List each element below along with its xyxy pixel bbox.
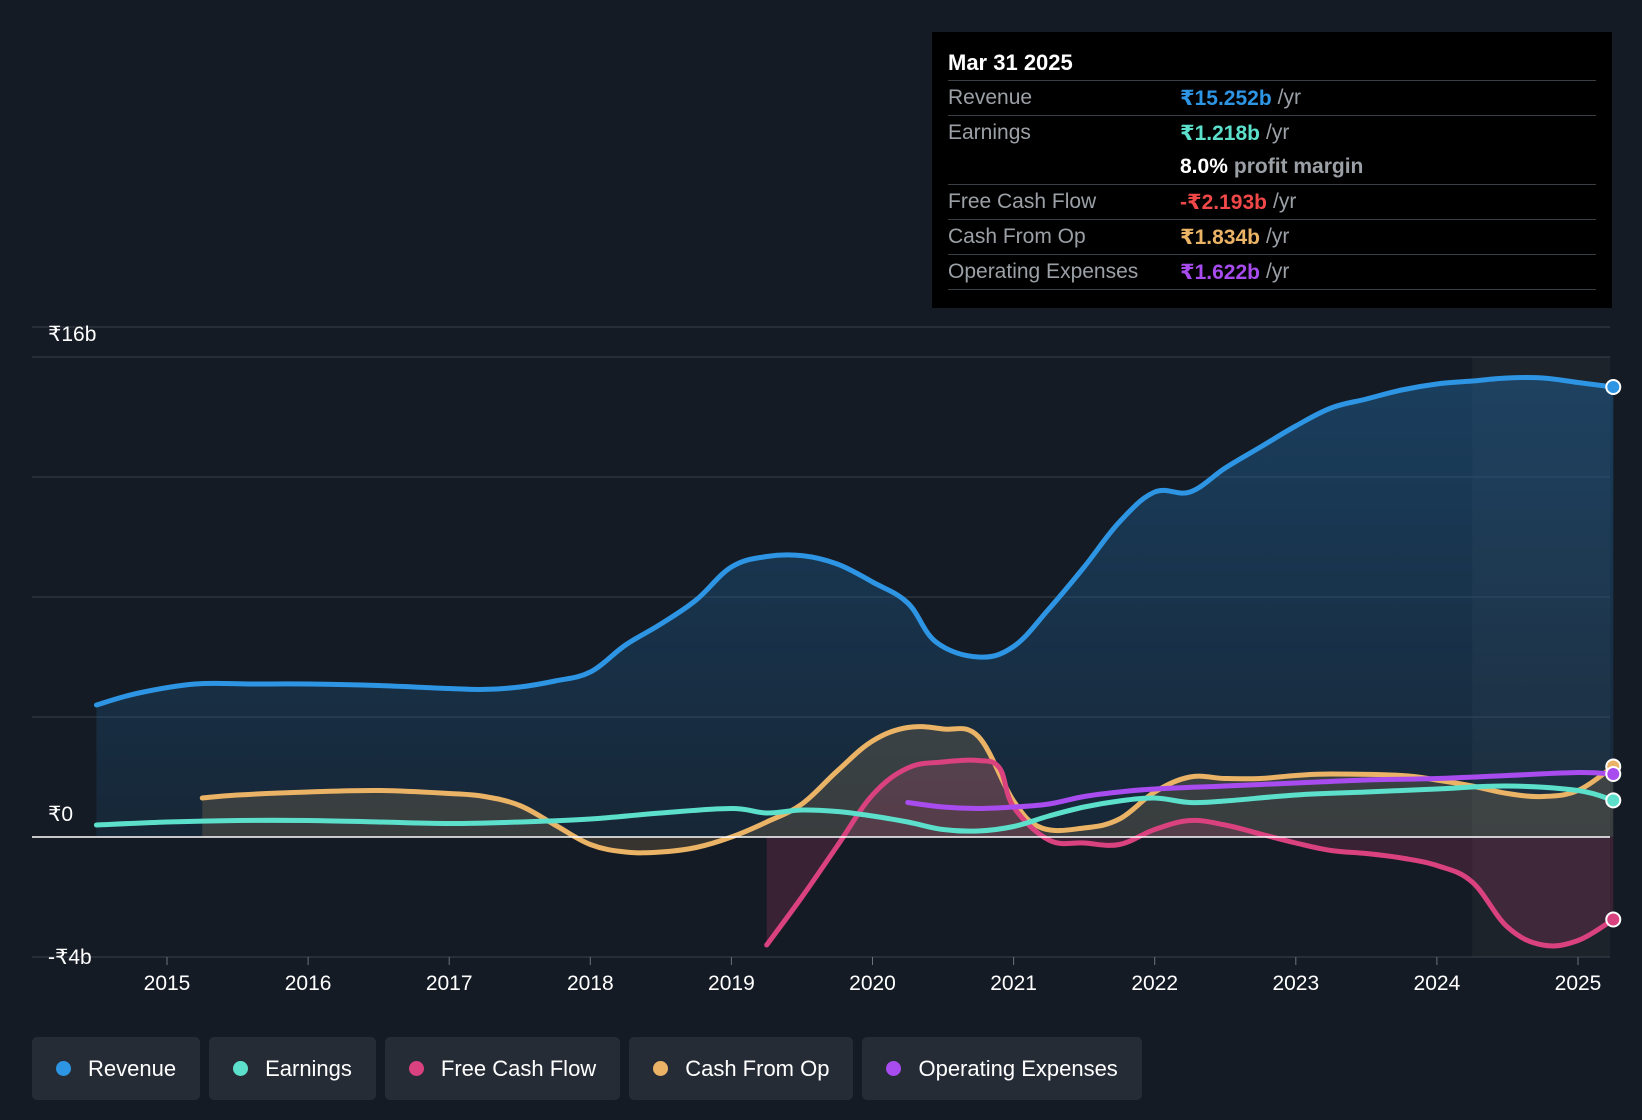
tooltip-row-cash-from-op: Cash From Op ₹1.834b /yr	[948, 219, 1596, 254]
x-tick-label: 2015	[144, 972, 191, 995]
tooltip-label: Earnings	[948, 121, 1031, 144]
revenue-line	[93, 374, 1616, 708]
cash-from-op-area	[202, 726, 1614, 853]
free-cash-flow-line	[764, 757, 1616, 949]
tooltip-value: ₹1.834b	[1180, 225, 1260, 249]
legend-item-free-cash-flow[interactable]: Free Cash Flow	[384, 1037, 621, 1100]
operating-expenses-line	[905, 769, 1616, 811]
profit-margin-value: 8.0%	[1180, 155, 1228, 178]
tooltip-unit: /yr	[1266, 225, 1290, 248]
legend: Revenue Earnings Free Cash Flow Cash Fro…	[32, 1037, 1142, 1100]
tooltip-row-operating-expenses: Operating Expenses ₹1.622b /yr	[948, 254, 1596, 290]
tooltip-row-free-cash-flow: Free Cash Flow -₹2.193b /yr	[948, 184, 1596, 219]
tooltip-date: Mar 31 2025	[948, 50, 1073, 75]
tooltip-label: Cash From Op	[948, 225, 1086, 248]
x-tick-label: 2016	[285, 972, 332, 995]
legend-item-cash-from-op[interactable]: Cash From Op	[629, 1037, 854, 1100]
earnings-line	[93, 783, 1616, 834]
legend-dot-icon	[408, 1061, 424, 1076]
earnings-end-marker[interactable]	[1605, 792, 1622, 809]
legend-label: Cash From Op	[685, 1055, 830, 1081]
tooltip-unit: /yr	[1277, 86, 1301, 109]
cash-from-op-line	[199, 724, 1616, 856]
legend-item-operating-expenses[interactable]: Operating Expenses	[862, 1037, 1142, 1100]
tooltip-value: ₹1.218b	[1180, 121, 1260, 145]
legend-label: Operating Expenses	[918, 1055, 1118, 1081]
legend-dot-icon	[233, 1061, 249, 1076]
x-tick-label: 2024	[1414, 972, 1461, 995]
tooltip-label: Revenue	[948, 86, 1033, 109]
tooltip-row-revenue: Revenue ₹15.252b /yr	[948, 80, 1596, 115]
x-tick-label: 2021	[990, 972, 1037, 995]
legend-dot-icon	[56, 1061, 71, 1076]
legend-label: Free Cash Flow	[440, 1055, 597, 1081]
tooltip-label: Operating Expenses	[948, 260, 1139, 283]
tooltip-row-profit-margin: 8.0% profit margin	[948, 150, 1596, 184]
tooltip-value: ₹1.622b	[1180, 260, 1260, 284]
legend-dot-icon	[653, 1061, 669, 1076]
profit-margin-label: profit margin	[1233, 155, 1364, 178]
free-cash-flow-end-marker[interactable]	[1605, 911, 1622, 928]
revenue-area	[96, 377, 1614, 837]
operating-expenses-end-marker[interactable]	[1605, 766, 1622, 782]
legend-label: Revenue	[88, 1055, 177, 1081]
x-tick-label: 2018	[567, 972, 614, 995]
tooltip-label: Free Cash Flow	[948, 190, 1097, 213]
y-tick-label: -₹4b	[48, 946, 92, 969]
x-tick-label: 2019	[708, 972, 755, 995]
revenue-end-marker[interactable]	[1605, 379, 1622, 395]
x-tick-label: 2025	[1555, 972, 1602, 995]
tooltip-unit: /yr	[1266, 121, 1290, 144]
tooltip-value: -₹2.193b	[1180, 190, 1267, 214]
tooltip-value: ₹15.252b	[1180, 86, 1272, 110]
x-tick-label: 2022	[1131, 972, 1178, 995]
tooltip-row-earnings: Earnings ₹1.218b /yr	[948, 115, 1596, 150]
legend-label: Earnings	[265, 1055, 352, 1081]
x-tick-label: 2023	[1272, 972, 1319, 995]
legend-dot-icon	[886, 1061, 902, 1076]
legend-item-earnings[interactable]: Earnings	[209, 1037, 376, 1100]
legend-item-revenue[interactable]: Revenue	[32, 1037, 201, 1100]
tooltip: Mar 31 2025 Revenue ₹15.252b /yr Earning…	[932, 32, 1612, 308]
y-tick-label: ₹16b	[48, 323, 96, 346]
tooltip-unit: /yr	[1272, 190, 1297, 213]
y-tick-label: ₹0	[48, 803, 73, 826]
tooltip-unit: /yr	[1266, 260, 1290, 283]
x-tick-label: 2017	[426, 972, 473, 995]
x-tick-label: 2020	[849, 972, 896, 995]
